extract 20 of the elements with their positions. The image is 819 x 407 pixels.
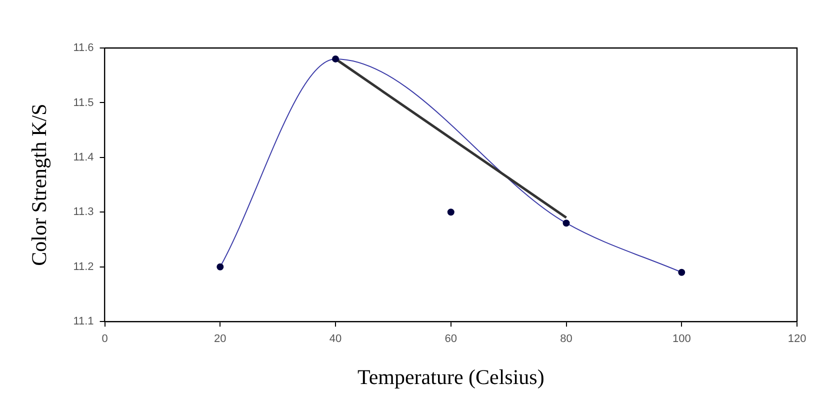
x-tick-label: 80	[560, 333, 572, 346]
y-tick-label: 11.3	[73, 206, 94, 218]
y-tick-label: 11.4	[73, 151, 94, 164]
x-tick-label: 0	[102, 333, 108, 346]
x-tick-label: 40	[329, 333, 342, 346]
x-axis-title: Temperature (Celsius)	[357, 364, 544, 389]
point	[447, 208, 454, 216]
y-axis-title: Color Strength K/S	[27, 104, 52, 266]
x-tick-label: 100	[672, 333, 691, 346]
point	[332, 55, 340, 62]
x-tick-label: 20	[214, 333, 226, 346]
x-tick-label: 60	[444, 333, 458, 346]
y-tick-label: 11.5	[73, 96, 94, 109]
y-tick-label: 11.6	[73, 42, 94, 54]
y-tick-label: 11.1	[73, 316, 94, 328]
point	[216, 263, 224, 270]
x-tick-label: 120	[788, 333, 806, 346]
y-tick-label: 11.2	[73, 260, 94, 273]
point	[678, 268, 686, 276]
point	[562, 220, 570, 227]
